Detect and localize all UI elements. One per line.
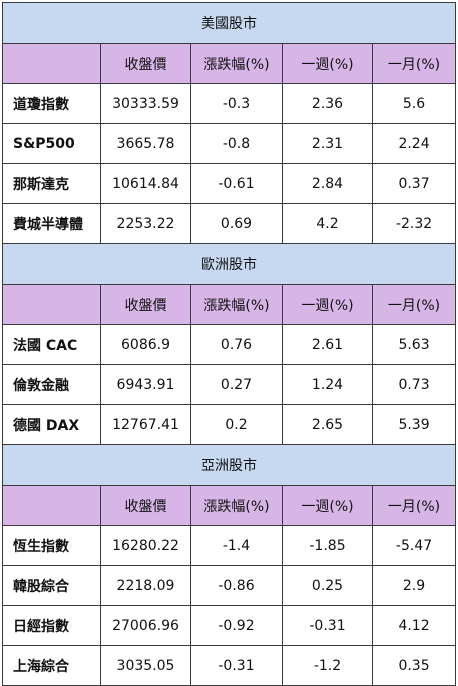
column-header-row: 收盤價 漲跌幅(%) 一週(%) 一月(%)	[2, 43, 457, 84]
header-blank	[2, 43, 101, 84]
header-change-pct: 漲跌幅(%)	[190, 485, 283, 526]
close-price: 12767.41	[100, 404, 191, 445]
table-row: 德國 DAX 12767.41 0.2 2.65 5.39	[2, 404, 457, 445]
section-title-row: 亞洲股市	[1, 444, 457, 486]
month-pct: 0.73	[371, 364, 457, 405]
table-row: 恆生指數 16280.22 -1.4 -1.85 -5.47	[2, 525, 457, 566]
table-row: 法國 CAC 6086.9 0.76 2.61 5.63	[2, 324, 457, 365]
change-pct: 0.27	[190, 364, 283, 405]
header-week-pct: 一週(%)	[282, 485, 373, 526]
index-name: 恆生指數	[2, 525, 101, 566]
close-price: 6943.91	[100, 364, 191, 405]
close-price: 27006.96	[100, 605, 191, 646]
month-pct: -5.47	[371, 525, 457, 566]
change-pct: -0.92	[190, 605, 283, 646]
table-row: 費城半導體 2253.22 0.69 4.2 -2.32	[2, 203, 457, 244]
close-price: 2218.09	[100, 565, 191, 606]
week-pct: 0.25	[282, 565, 373, 606]
table-row: 日經指數 27006.96 -0.92 -0.31 4.12	[2, 605, 457, 646]
month-pct: 5.63	[371, 324, 457, 365]
change-pct: 0.76	[190, 324, 283, 365]
header-close-price: 收盤價	[100, 284, 191, 325]
index-name: 上海綜合	[2, 645, 101, 686]
week-pct: -1.2	[282, 645, 373, 686]
index-name: 韓股綜合	[2, 565, 101, 606]
index-name: 法國 CAC	[2, 324, 101, 365]
column-header-row: 收盤價 漲跌幅(%) 一週(%) 一月(%)	[2, 485, 457, 526]
change-pct: -1.4	[190, 525, 283, 566]
column-header-row: 收盤價 漲跌幅(%) 一週(%) 一月(%)	[2, 284, 457, 325]
week-pct: 2.65	[282, 404, 373, 445]
change-pct: -0.61	[190, 163, 283, 204]
section-title-row: 美國股市	[1, 2, 457, 44]
week-pct: 2.36	[282, 83, 373, 124]
close-price: 2253.22	[100, 203, 191, 244]
table-row: 道瓊指數 30333.59 -0.3 2.36 5.6	[2, 83, 457, 124]
index-name: 道瓊指數	[2, 83, 101, 124]
table-row: 倫敦金融 6943.91 0.27 1.24 0.73	[2, 364, 457, 405]
header-blank	[2, 485, 101, 526]
header-month-pct: 一月(%)	[371, 43, 457, 84]
close-price: 10614.84	[100, 163, 191, 204]
table-row: S&P500 3665.78 -0.8 2.31 2.24	[2, 123, 457, 164]
table-row: 上海綜合 3035.05 -0.31 -1.2 0.35	[2, 645, 457, 686]
index-name: 那斯達克	[2, 163, 101, 204]
week-pct: -0.31	[282, 605, 373, 646]
close-price: 6086.9	[100, 324, 191, 365]
change-pct: 0.69	[190, 203, 283, 244]
month-pct: 5.6	[371, 83, 457, 124]
header-change-pct: 漲跌幅(%)	[190, 43, 283, 84]
week-pct: -1.85	[282, 525, 373, 566]
header-close-price: 收盤價	[100, 485, 191, 526]
header-month-pct: 一月(%)	[371, 284, 457, 325]
month-pct: -2.32	[371, 203, 457, 244]
header-month-pct: 一月(%)	[371, 485, 457, 526]
section-title: 亞洲股市	[1, 444, 457, 486]
header-close-price: 收盤價	[100, 43, 191, 84]
week-pct: 2.31	[282, 123, 373, 164]
section-title: 歐洲股市	[1, 243, 457, 285]
change-pct: -0.3	[190, 83, 283, 124]
change-pct: 0.2	[190, 404, 283, 445]
month-pct: 0.37	[371, 163, 457, 204]
month-pct: 4.12	[371, 605, 457, 646]
close-price: 3035.05	[100, 645, 191, 686]
index-name: 日經指數	[2, 605, 101, 646]
change-pct: -0.31	[190, 645, 283, 686]
table-row: 韓股綜合 2218.09 -0.86 0.25 2.9	[2, 565, 457, 606]
month-pct: 2.9	[371, 565, 457, 606]
header-week-pct: 一週(%)	[282, 284, 373, 325]
section-title-row: 歐洲股市	[1, 243, 457, 285]
index-name: 德國 DAX	[2, 404, 101, 445]
week-pct: 1.24	[282, 364, 373, 405]
section-title: 美國股市	[1, 2, 457, 44]
change-pct: -0.86	[190, 565, 283, 606]
close-price: 3665.78	[100, 123, 191, 164]
change-pct: -0.8	[190, 123, 283, 164]
index-name: 費城半導體	[2, 203, 101, 244]
close-price: 16280.22	[100, 525, 191, 566]
month-pct: 5.39	[371, 404, 457, 445]
header-change-pct: 漲跌幅(%)	[190, 284, 283, 325]
index-name: S&P500	[2, 123, 101, 164]
table-row: 那斯達克 10614.84 -0.61 2.84 0.37	[2, 163, 457, 204]
header-blank	[2, 284, 101, 325]
month-pct: 0.35	[371, 645, 457, 686]
close-price: 30333.59	[100, 83, 191, 124]
month-pct: 2.24	[371, 123, 457, 164]
week-pct: 2.84	[282, 163, 373, 204]
week-pct: 4.2	[282, 203, 373, 244]
index-name: 倫敦金融	[2, 364, 101, 405]
week-pct: 2.61	[282, 324, 373, 365]
header-week-pct: 一週(%)	[282, 43, 373, 84]
